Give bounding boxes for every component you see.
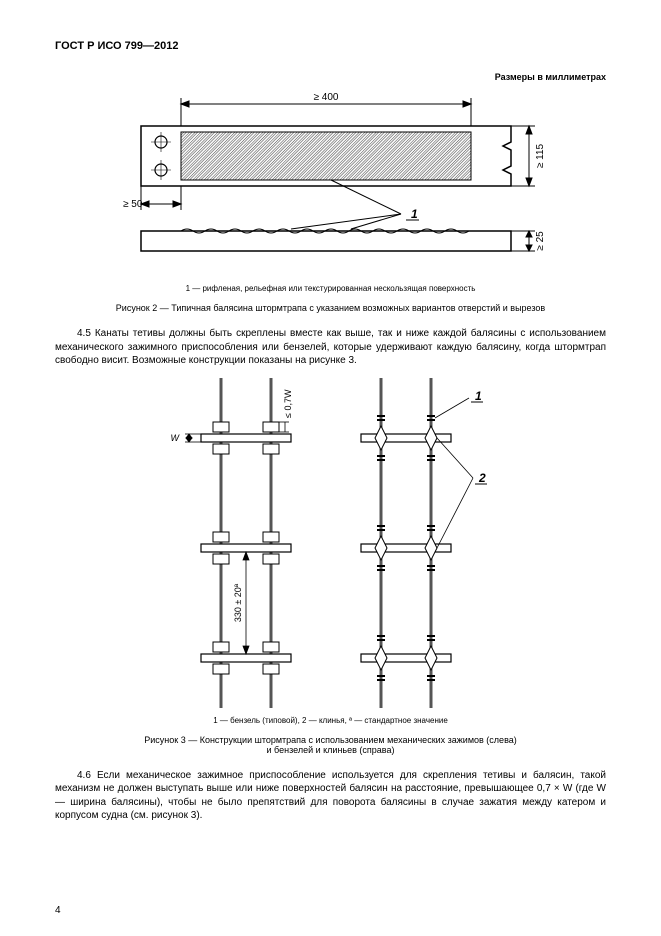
doc-header: ГОСТ Р ИСО 799—2012 bbox=[55, 40, 606, 52]
fig3-caption: Рисунок 3 — Конструкции штормтрапа с исп… bbox=[55, 735, 606, 755]
page: ГОСТ Р ИСО 799—2012 Размеры в миллиметра… bbox=[0, 0, 661, 936]
svg-text:≤ 0,7W: ≤ 0,7W bbox=[283, 389, 293, 418]
fig2-legend: 1 — рифленая, рельефная или текстурирова… bbox=[55, 284, 606, 293]
figure-2: ≥ 400 ≥ 115 bbox=[55, 86, 606, 276]
dim-top: ≥ 400 bbox=[313, 92, 338, 103]
callout-1: 1 bbox=[411, 207, 418, 221]
para-4-6: 4.6 Если механическое зажимное приспособ… bbox=[55, 769, 606, 823]
dim-side-bottom: ≥ 25 bbox=[535, 231, 546, 251]
figure-3: W ≤ 0,7W 330 ± 20ª bbox=[55, 378, 606, 708]
svg-text:330 ± 20ª: 330 ± 20ª bbox=[233, 583, 243, 622]
dim-left-bottom: ≥ 50 bbox=[123, 199, 143, 210]
svg-text:W: W bbox=[170, 433, 180, 443]
dim-right: ≥ 115 bbox=[535, 143, 546, 168]
para-4-5: 4.5 Канаты тетивы должны быть скреплены … bbox=[55, 327, 606, 368]
fig3-legend: 1 — бензель (типовой), 2 — клинья, ª — с… bbox=[55, 716, 606, 725]
fig2-caption: Рисунок 2 — Типичная балясина штормтрапа… bbox=[55, 303, 606, 313]
svg-text:1: 1 bbox=[475, 389, 482, 403]
svg-text:2: 2 bbox=[478, 471, 486, 485]
units-label: Размеры в миллиметрах bbox=[55, 72, 606, 82]
page-number: 4 bbox=[55, 905, 61, 916]
